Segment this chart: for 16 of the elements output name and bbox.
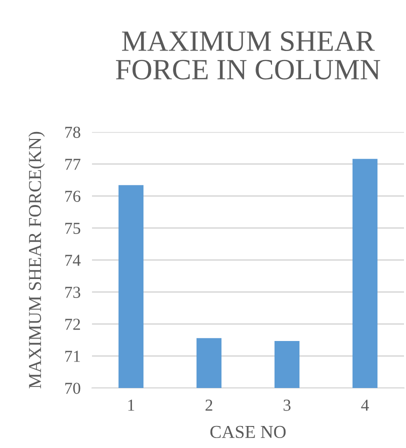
x-tick-label: 3 <box>284 400 291 411</box>
x-axis-title: CASE NO <box>210 426 286 438</box>
y-tick-label: 73 <box>65 286 80 298</box>
x-tick-label: 1 <box>128 400 134 411</box>
y-axis-title: MAXIMUM SHEAR FORCE(KN) <box>28 132 45 388</box>
y-tick-label: 71 <box>65 350 80 362</box>
y-tick-label: 74 <box>65 254 81 266</box>
y-tick-label: 78 <box>65 126 80 138</box>
x-tick-label: 2 <box>206 400 212 411</box>
chart-title: MAXIMUM SHEAR FORCE IN COLUMN <box>116 31 380 80</box>
y-tick-label: 75 <box>65 222 80 234</box>
y-tick-label: 77 <box>65 158 80 170</box>
y-tick-label: 70 <box>65 382 80 394</box>
x-tick-label: 4 <box>361 400 369 411</box>
y-tick-label: 76 <box>65 190 80 202</box>
y-tick-label: 72 <box>65 318 80 330</box>
